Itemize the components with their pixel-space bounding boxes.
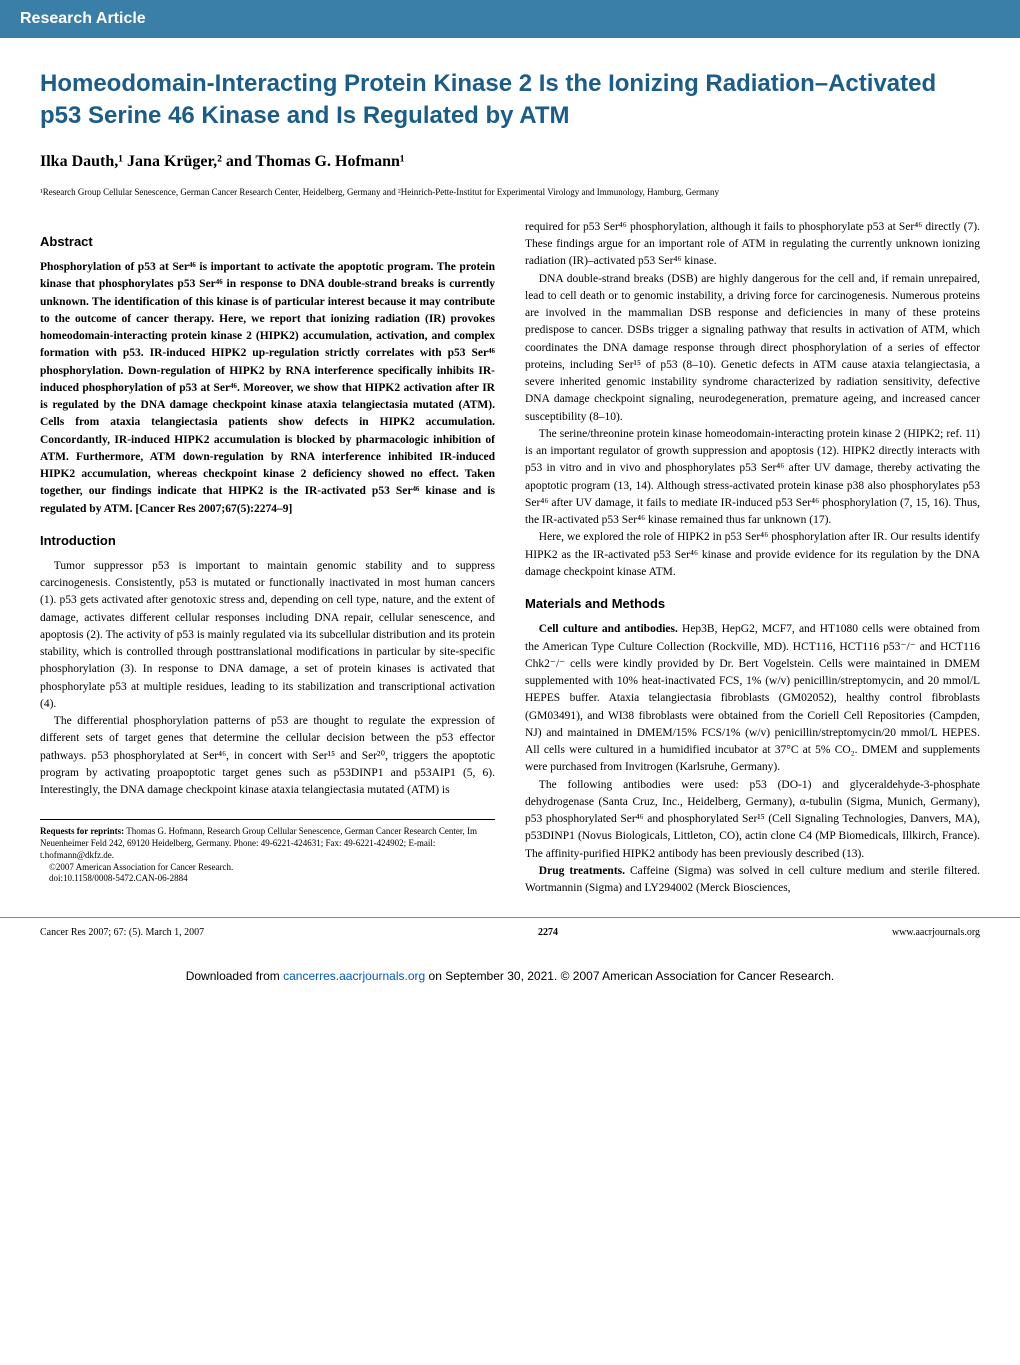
methods-paragraph-1: Cell culture and antibodies. Hep3B, HepG… bbox=[525, 621, 980, 776]
right-column: required for p53 Ser⁴⁶ phosphorylation, … bbox=[525, 219, 980, 897]
intro-paragraph-2: The differential phosphorylation pattern… bbox=[40, 713, 495, 799]
footer-center: 2274 bbox=[538, 926, 558, 940]
download-note: Downloaded from cancerres.aacrjournals.o… bbox=[0, 968, 1020, 1005]
doi-line: doi:10.1158/0008-5472.CAN-06-2884 bbox=[40, 873, 495, 885]
requests-block: Requests for reprints: Thomas G. Hofmann… bbox=[40, 819, 495, 884]
intro-paragraph-1: Tumor suppressor p53 is important to mai… bbox=[40, 558, 495, 713]
intro-paragraph-6: Here, we explored the role of HIPK2 in p… bbox=[525, 529, 980, 581]
methods-paragraph-3: Drug treatments. Caffeine (Sigma) was so… bbox=[525, 863, 980, 898]
abstract-heading: Abstract bbox=[40, 233, 495, 251]
header-bar-label: Research Article bbox=[20, 10, 146, 27]
left-column: Abstract Phosphorylation of p53 at Ser⁴⁶… bbox=[40, 219, 495, 897]
introduction-heading: Introduction bbox=[40, 532, 495, 550]
page-footer: Cancer Res 2007; 67: (5). March 1, 2007 … bbox=[0, 917, 1020, 948]
article-title: Homeodomain-Interacting Protein Kinase 2… bbox=[40, 68, 980, 130]
requests-label: Requests for reprints: bbox=[40, 826, 124, 836]
intro-paragraph-4: DNA double-strand breaks (DSB) are highl… bbox=[525, 271, 980, 426]
intro-paragraph-5: The serine/threonine protein kinase home… bbox=[525, 426, 980, 530]
intro-paragraph-3: required for p53 Ser⁴⁶ phosphorylation, … bbox=[525, 219, 980, 271]
download-prefix: Downloaded from bbox=[186, 969, 283, 983]
methods-subhead-2: Drug treatments. bbox=[539, 865, 625, 877]
authors: Ilka Dauth,¹ Jana Krüger,² and Thomas G.… bbox=[40, 151, 980, 173]
footer-left: Cancer Res 2007; 67: (5). March 1, 2007 bbox=[40, 926, 204, 940]
methods-paragraph-2: The following antibodies were used: p53 … bbox=[525, 777, 980, 863]
methods-subhead-1: Cell culture and antibodies. bbox=[539, 623, 678, 635]
footer-right: www.aacrjournals.org bbox=[892, 926, 980, 940]
affiliations: ¹Research Group Cellular Senescence, Ger… bbox=[40, 187, 980, 199]
abstract-text: Phosphorylation of p53 at Ser⁴⁶ is impor… bbox=[40, 259, 495, 518]
page-container: Homeodomain-Interacting Protein Kinase 2… bbox=[0, 68, 1020, 897]
methods-heading: Materials and Methods bbox=[525, 595, 980, 613]
two-column-layout: Abstract Phosphorylation of p53 at Ser⁴⁶… bbox=[40, 219, 980, 897]
copyright-line: ©2007 American Association for Cancer Re… bbox=[40, 862, 495, 874]
download-suffix: on September 30, 2021. © 2007 American A… bbox=[425, 969, 834, 983]
download-link[interactable]: cancerres.aacrjournals.org bbox=[283, 969, 425, 983]
methods-p1-body: Hep3B, HepG2, MCF7, and HT1080 cells wer… bbox=[525, 623, 980, 773]
header-bar: Research Article bbox=[0, 0, 1020, 38]
